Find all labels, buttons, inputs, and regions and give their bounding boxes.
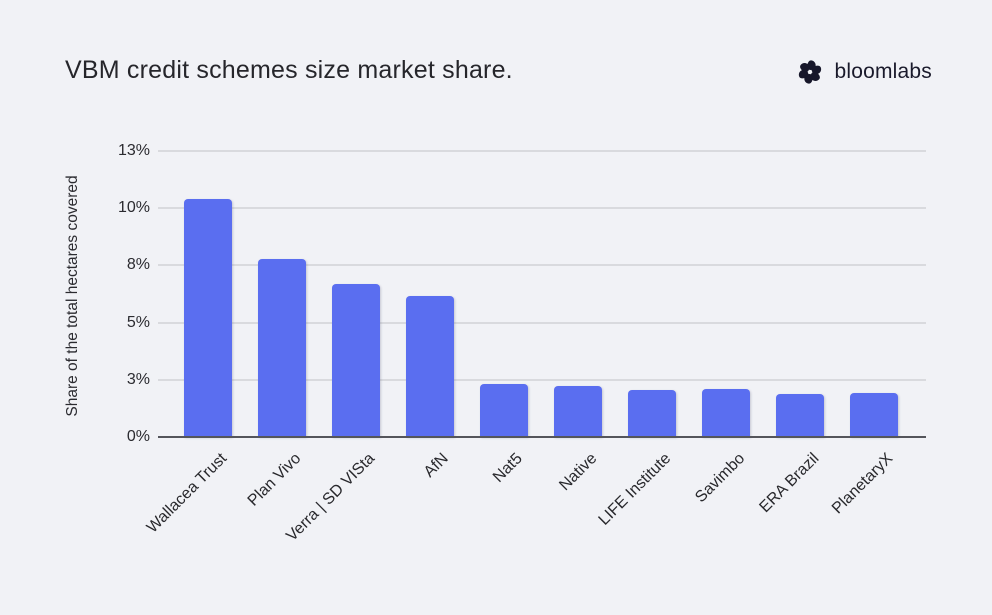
gridline [158, 264, 926, 267]
bar [702, 388, 750, 437]
y-tick-label: 3% [126, 370, 150, 388]
x-tick-label: Native [555, 450, 601, 495]
x-tick-label: PlanetaryX [828, 450, 897, 518]
bar [776, 394, 824, 437]
x-tick-label: Nat5 [490, 450, 527, 486]
x-tick-label: Savimbo [691, 450, 749, 507]
gridline [158, 321, 926, 324]
bar [332, 283, 380, 437]
chart-title: VBM credit schemes size market share. [65, 56, 513, 84]
y-tick-label: 8% [126, 256, 150, 274]
x-tick-label: Wallacea Trust [143, 450, 231, 537]
plot-area [158, 150, 926, 438]
brand-name: bloomlabs [834, 60, 932, 83]
y-tick-label: 5% [126, 313, 150, 331]
y-tick-label: 10% [117, 199, 150, 217]
bar [480, 384, 528, 437]
x-axis-line [158, 435, 926, 438]
gridline [158, 207, 926, 210]
x-tick-label: ERA Brazil [755, 450, 823, 517]
gridline [158, 150, 926, 152]
gridline [158, 378, 926, 381]
bar [406, 296, 454, 437]
bar [258, 258, 306, 437]
bloomlabs-flower-icon [795, 57, 825, 87]
y-tick-label: 13% [117, 142, 150, 159]
x-tick-label: Plan Vivo [244, 450, 305, 510]
bar [184, 199, 232, 437]
x-tick-label: LIFE Institute [595, 450, 675, 529]
bar [850, 393, 898, 437]
bar [554, 385, 602, 437]
y-tick-label: 0% [126, 428, 150, 445]
x-tick-label: AfN [421, 450, 453, 481]
bar [628, 390, 676, 437]
brand-logo: bloomlabs [795, 56, 932, 88]
